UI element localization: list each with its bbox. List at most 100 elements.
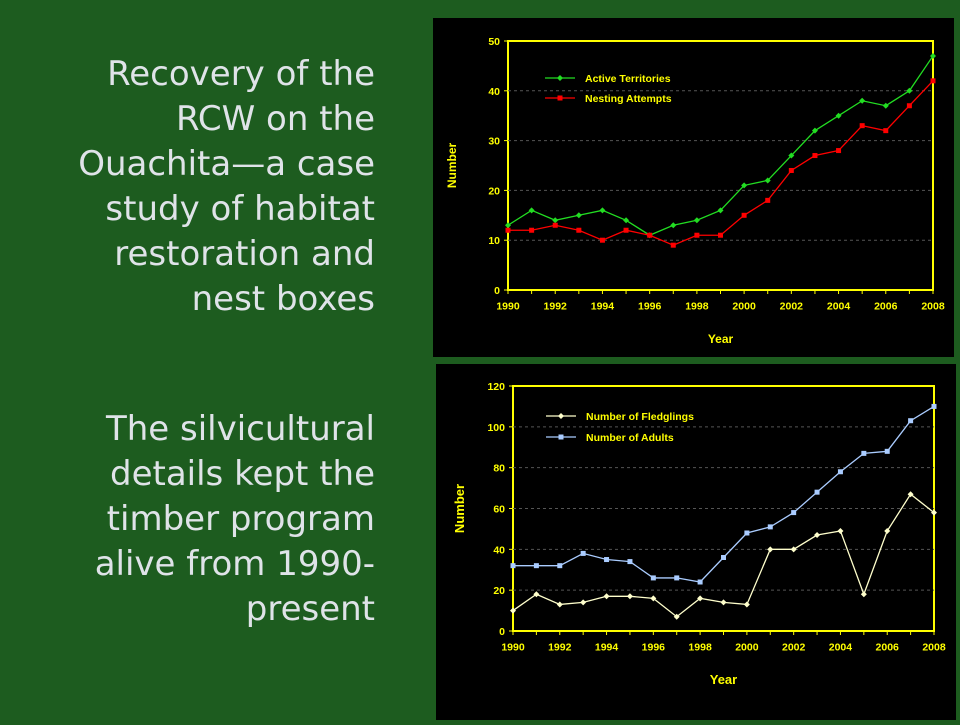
data-point — [552, 217, 559, 224]
data-point — [931, 403, 937, 409]
data-point — [670, 222, 677, 229]
y-tick-label: 50 — [488, 36, 500, 48]
x-tick-label: 2004 — [827, 301, 851, 313]
body-line: alive from 1990- — [94, 544, 375, 584]
x-tick-label: 2004 — [829, 642, 853, 654]
population-chart-svg: 0 20 40 60 80 100 120 1990 1992 1994 1996 1998 2000 2… — [452, 381, 946, 687]
data-point — [744, 530, 750, 536]
title-line: Recovery of the — [107, 54, 375, 94]
data-point — [647, 232, 653, 238]
legend-label: Nesting Attempts — [585, 93, 672, 105]
data-point — [741, 212, 747, 218]
title-line: nest boxes — [191, 279, 375, 319]
data-point — [907, 491, 914, 498]
x-tick-label: 2002 — [780, 301, 804, 313]
x-tick-label: 2000 — [732, 301, 756, 313]
x-tick-label: 1990 — [501, 642, 525, 654]
legend-marker — [557, 95, 563, 101]
slide-title: Recovery of the RCW on the Ouachita—a case… — [35, 52, 375, 322]
data-point — [580, 550, 586, 556]
x-tick-label: 1994 — [591, 301, 615, 313]
legend-marker — [558, 434, 564, 440]
x-tick-label: 1998 — [685, 301, 709, 313]
data-point — [673, 613, 680, 620]
data-point — [791, 510, 797, 516]
x-tick-label: 2006 — [874, 301, 898, 313]
territories-chart: 0 10 20 30 40 50 1990 1992 1994 1996 1998 2000 2002 2… — [433, 18, 954, 357]
data-point — [721, 555, 726, 560]
slide-body-text: The silvicultural details kept the timber … — [35, 407, 375, 632]
data-point — [743, 601, 750, 608]
data-point — [859, 97, 866, 104]
data-point — [883, 128, 889, 134]
data-point — [623, 217, 630, 224]
body-line: The silvicultural — [105, 409, 375, 449]
data-point — [575, 212, 582, 219]
data-point — [529, 227, 535, 233]
data-point — [694, 232, 700, 238]
legend-marker — [558, 413, 564, 419]
data-point — [552, 222, 558, 228]
y-tick-label: 80 — [493, 463, 505, 475]
y-tick-label: 30 — [488, 136, 500, 148]
data-point — [859, 123, 865, 129]
data-point — [814, 489, 820, 495]
data-point — [697, 595, 704, 602]
data-point — [811, 127, 818, 134]
data-point — [884, 527, 891, 534]
data-point — [510, 563, 516, 569]
legend-marker — [557, 75, 563, 81]
data-point — [650, 575, 656, 581]
data-point — [505, 227, 511, 233]
body-line: present — [245, 589, 375, 629]
y-axis-label: Number — [452, 484, 467, 533]
data-point — [604, 557, 610, 563]
data-point — [717, 207, 724, 214]
y-tick-label: 0 — [499, 626, 505, 638]
body-line: timber program — [106, 499, 375, 539]
data-point — [765, 197, 771, 203]
y-tick-label: 40 — [493, 544, 505, 556]
title-line: Ouachita—a case — [78, 144, 375, 184]
data-point — [576, 227, 582, 233]
y-tick-label: 20 — [493, 585, 505, 597]
data-point — [718, 232, 723, 238]
data-point — [788, 167, 794, 173]
data-point — [580, 599, 587, 606]
data-point — [767, 546, 774, 553]
y-axis-label: Number — [445, 143, 459, 189]
data-point — [906, 103, 912, 109]
x-tick-label: 2002 — [782, 642, 806, 654]
y-tick-label: 20 — [488, 185, 500, 197]
legend-label: Active Territories — [585, 73, 671, 85]
data-point — [623, 227, 629, 233]
data-point — [603, 593, 610, 600]
data-point — [906, 87, 913, 94]
data-point — [764, 177, 771, 184]
x-tick-label: 1998 — [688, 642, 712, 654]
y-tick-label: 10 — [488, 235, 500, 247]
y-tick-label: 0 — [494, 285, 500, 297]
data-point — [505, 222, 511, 229]
data-point — [650, 595, 657, 602]
data-point — [930, 52, 936, 59]
x-tick-label: 1996 — [642, 642, 666, 654]
data-point — [861, 450, 867, 456]
data-point — [510, 607, 516, 614]
data-point — [837, 527, 844, 534]
title-line: RCW on the — [175, 99, 375, 139]
x-tick-label: 1992 — [548, 642, 572, 654]
data-point — [836, 148, 842, 154]
x-tick-label: 1994 — [595, 642, 619, 654]
data-point — [930, 78, 936, 84]
y-tick-label: 120 — [487, 381, 505, 393]
data-point — [697, 579, 703, 585]
y-tick-label: 100 — [487, 422, 505, 434]
data-point — [860, 591, 867, 598]
data-point — [599, 207, 606, 214]
data-point — [556, 601, 563, 608]
body-line: details kept the — [110, 454, 375, 494]
y-tick-label: 40 — [488, 86, 500, 98]
data-point — [812, 153, 818, 159]
data-point — [814, 532, 821, 539]
